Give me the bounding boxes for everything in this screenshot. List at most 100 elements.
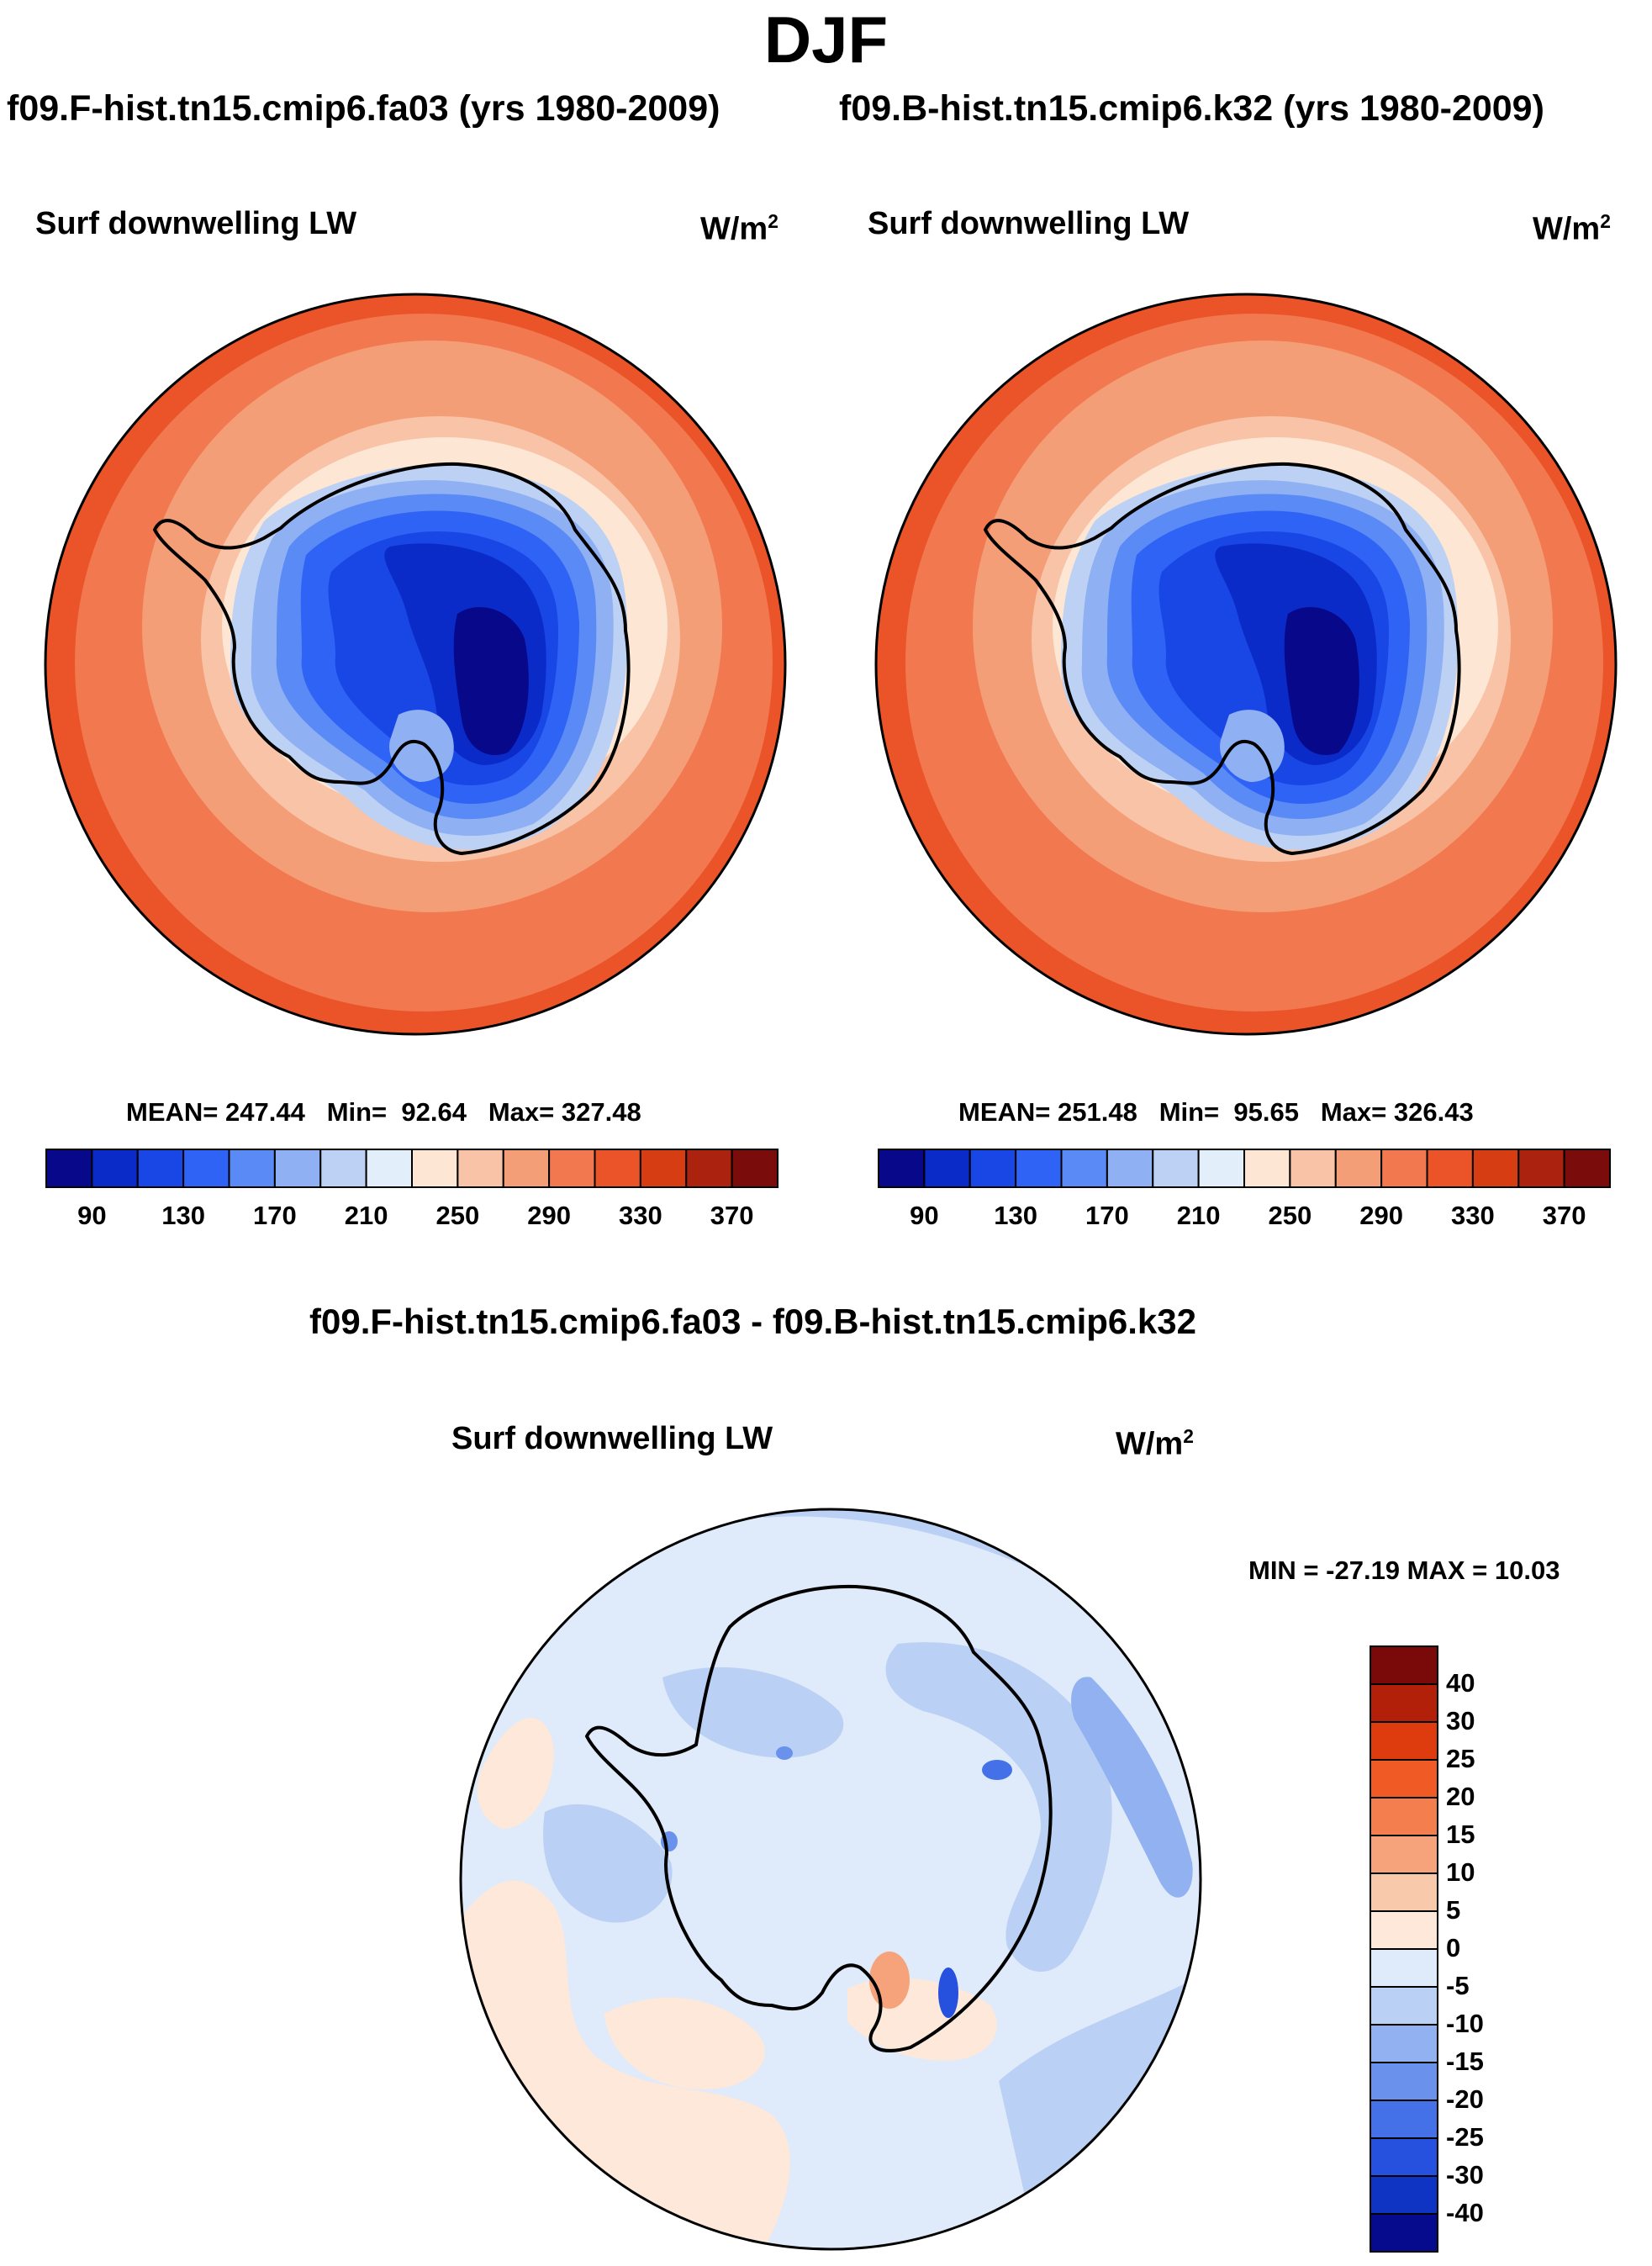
left-colorbar-swatch	[182, 1149, 230, 1188]
diff-polar-map	[459, 1508, 1202, 2251]
left-colorbar-swatch	[365, 1149, 413, 1188]
right-colorbar-swatch	[1563, 1149, 1611, 1188]
diff-colorbar-swatch	[1370, 1835, 1438, 1874]
right-colorbar-swatch	[1197, 1149, 1245, 1188]
diff-colorbar-tick-label: -25	[1446, 2122, 1484, 2152]
left-colorbar-swatch	[502, 1149, 551, 1188]
diff-colorbar-swatch	[1370, 1683, 1438, 1723]
left-panel-header: f09.F-hist.tn15.cmip6.fa03 (yrs 1980-200…	[7, 88, 720, 129]
right-colorbar-tick-label: 290	[1359, 1201, 1403, 1230]
left-colorbar-tick-label: 170	[253, 1201, 297, 1230]
right-colorbar-swatch	[1426, 1149, 1474, 1188]
right-stats: MEAN= 251.48 Min= 95.65 Max= 326.43	[958, 1097, 1474, 1127]
right-colorbar-ticks: 90 130 170 210 250 290 330 370	[879, 1201, 1610, 1234]
diff-units-label: W/m2	[1116, 1425, 1194, 1462]
diff-colorbar-swatch	[1370, 2137, 1438, 2177]
diff-colorbar-tick-label: 40	[1446, 1668, 1475, 1698]
left-stats: MEAN= 247.44 Min= 92.64 Max= 327.48	[126, 1097, 641, 1127]
left-colorbar-swatch	[685, 1149, 733, 1188]
diff-minmax: MIN = -27.19 MAX = 10.03	[1248, 1556, 1560, 1585]
left-colorbar-swatch	[548, 1149, 596, 1188]
diff-colorbar-swatch	[1370, 1986, 1438, 2026]
right-colorbar-swatch	[1380, 1149, 1428, 1188]
diff-colorbar-tick-label: -30	[1446, 2160, 1484, 2189]
diff-colorbar-swatch	[1370, 1645, 1438, 1685]
diff-colorbar-tick-label: -40	[1446, 2198, 1484, 2227]
left-polar-map	[44, 293, 787, 1036]
left-colorbar-swatch	[91, 1149, 139, 1188]
diff-colorbar-tick-label: -10	[1446, 2009, 1484, 2038]
diff-colorbar	[1370, 1645, 1438, 2253]
left-colorbar-tick-label: 370	[710, 1201, 754, 1230]
left-colorbar-swatch	[319, 1149, 367, 1188]
right-colorbar-swatch	[1152, 1149, 1200, 1188]
diff-colorbar-tick-label: 5	[1446, 1895, 1461, 1925]
right-units-label: W/m2	[1533, 210, 1611, 247]
right-colorbar-tick-label: 210	[1176, 1201, 1221, 1230]
diff-colorbar-swatch	[1370, 1948, 1438, 1988]
diff-colorbar-tick-label: 30	[1446, 1706, 1475, 1735]
right-colorbar-swatch	[1060, 1149, 1108, 1188]
left-min-value: 92.64	[401, 1097, 467, 1127]
right-polar-map	[874, 293, 1618, 1036]
right-variable-label: Surf downwelling LW	[868, 206, 1190, 241]
diff-colorbar-swatch	[1370, 1910, 1438, 1950]
diff-colorbar-swatch	[1370, 1797, 1438, 1836]
right-colorbar	[878, 1149, 1611, 1188]
left-colorbar-swatch	[639, 1149, 688, 1188]
diff-colorbar-swatch	[1370, 2175, 1438, 2215]
diff-variable-label: Surf downwelling LW	[451, 1421, 773, 1456]
left-colorbar-tick-label: 90	[77, 1201, 107, 1230]
right-mean-value: 251.48	[1058, 1097, 1137, 1127]
left-colorbar-tick-label: 290	[527, 1201, 571, 1230]
diff-colorbar-tick-label: -5	[1446, 1971, 1470, 2000]
right-min-value: 95.65	[1233, 1097, 1299, 1127]
right-colorbar-tick-label: 330	[1451, 1201, 1495, 1230]
diff-colorbar-swatch	[1370, 2100, 1438, 2139]
left-units-label: W/m2	[700, 210, 778, 247]
left-variable-label: Surf downwelling LW	[35, 206, 357, 241]
right-panel-header: f09.B-hist.tn15.cmip6.k32 (yrs 1980-2009…	[839, 88, 1544, 129]
left-mean-value: 247.44	[225, 1097, 305, 1127]
right-colorbar-swatch	[923, 1149, 971, 1188]
left-colorbar-swatch	[731, 1149, 778, 1188]
diff-colorbar-tick-label: -20	[1446, 2084, 1484, 2114]
right-colorbar-tick-label: 170	[1085, 1201, 1129, 1230]
right-colorbar-swatch	[878, 1149, 926, 1188]
right-colorbar-swatch	[1471, 1149, 1520, 1188]
left-colorbar-swatch	[594, 1149, 641, 1188]
right-colorbar-swatch	[1106, 1149, 1154, 1188]
right-colorbar-swatch	[1015, 1149, 1063, 1188]
right-colorbar-tick-label: 250	[1268, 1201, 1312, 1230]
right-colorbar-swatch	[1334, 1149, 1383, 1188]
right-max-value: 326.43	[1393, 1097, 1474, 1127]
right-colorbar-tick-label: 90	[910, 1201, 939, 1230]
left-colorbar-swatch	[228, 1149, 276, 1188]
right-colorbar-swatch	[969, 1149, 1017, 1188]
diff-colorbar-ticks: 40 30 25 20 15 10 5 0 -5 -10 -15 -20 -25 -30 -40	[1446, 1646, 1530, 2252]
diff-colorbar-tick-label: 25	[1446, 1744, 1475, 1773]
left-colorbar-swatch	[457, 1149, 504, 1188]
left-colorbar-swatch	[45, 1149, 93, 1188]
left-colorbar-swatch	[411, 1149, 459, 1188]
diff-colorbar-swatch	[1370, 1759, 1438, 1799]
left-colorbar-tick-label: 210	[344, 1201, 388, 1230]
right-colorbar-swatch	[1517, 1149, 1565, 1188]
diff-colorbar-swatch	[1370, 1872, 1438, 1912]
diff-colorbar-swatch	[1370, 2062, 1438, 2101]
left-colorbar-swatch	[273, 1149, 322, 1188]
right-colorbar-tick-label: 370	[1542, 1201, 1586, 1230]
right-colorbar-swatch	[1289, 1149, 1337, 1188]
diff-colorbar-tick-label: 20	[1446, 1782, 1475, 1811]
diff-panel-header: f09.F-hist.tn15.cmip6.fa03 - f09.B-hist.…	[309, 1302, 1197, 1341]
left-colorbar-ticks: 90 130 170 210 250 290 330 370	[46, 1201, 778, 1234]
left-colorbar-swatch	[136, 1149, 185, 1188]
diff-colorbar-tick-label: -15	[1446, 2047, 1484, 2076]
figure-title: DJF	[763, 3, 889, 77]
right-colorbar-tick-label: 130	[994, 1201, 1037, 1230]
left-max-value: 327.48	[561, 1097, 641, 1127]
diff-colorbar-swatch	[1370, 2024, 1438, 2063]
diff-colorbar-tick-label: 10	[1446, 1857, 1475, 1887]
left-colorbar-tick-label: 330	[619, 1201, 662, 1230]
diff-colorbar-tick-label: 15	[1446, 1820, 1475, 1849]
